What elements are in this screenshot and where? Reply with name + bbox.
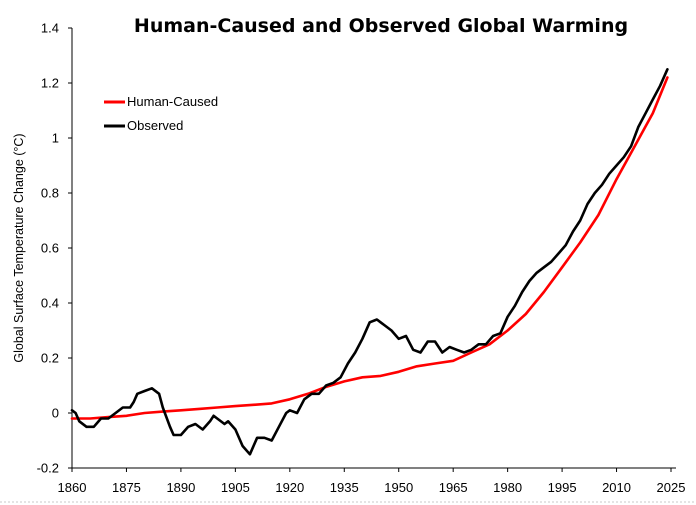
y-tick-label: 1: [52, 131, 59, 146]
y-ticks: -0.2 0 0.2 0.4 0.6 0.8 1 1.2 1.4: [37, 21, 72, 476]
series-line-human-caused: [70, 76, 669, 420]
x-tick-label: 2010: [602, 480, 631, 495]
legend-label-human-caused: Human-Caused: [127, 94, 218, 109]
x-tick-label: 1920: [275, 480, 304, 495]
y-tick-label: 1.2: [41, 76, 59, 91]
x-tick-label: 1890: [166, 480, 195, 495]
y-tick-label: 0.4: [41, 296, 59, 311]
x-tick-label: 1995: [548, 480, 577, 495]
series-line-observed: [70, 68, 669, 456]
x-tick-label: 1965: [439, 480, 468, 495]
x-tick-label: 2025: [657, 480, 686, 495]
x-tick-label: 1950: [384, 480, 413, 495]
series-layer: [70, 68, 669, 456]
chart-title: Human-Caused and Observed Global Warming: [134, 15, 628, 37]
y-axis-title: Global Surface Temperature Change (°C): [12, 133, 26, 362]
x-tick-label: 1935: [330, 480, 359, 495]
y-tick-label: 0: [52, 406, 59, 421]
x-tick-label: 1875: [112, 480, 141, 495]
y-tick-label: 1.4: [41, 21, 59, 36]
y-tick-label: -0.2: [37, 461, 59, 476]
x-tick-label: 1980: [493, 480, 522, 495]
x-ticks: 1860 1875 1890 1905 1920 1935 1950 1965 1980 1995…: [58, 468, 686, 495]
y-tick-label: 0.6: [41, 241, 59, 256]
x-tick-label: 1905: [221, 480, 250, 495]
legend: Human-Caused Observed: [104, 94, 218, 133]
y-tick-label: 0.2: [41, 351, 59, 366]
y-tick-label: 0.8: [41, 186, 59, 201]
legend-label-observed: Observed: [127, 118, 183, 133]
x-tick-label: 1860: [58, 480, 87, 495]
